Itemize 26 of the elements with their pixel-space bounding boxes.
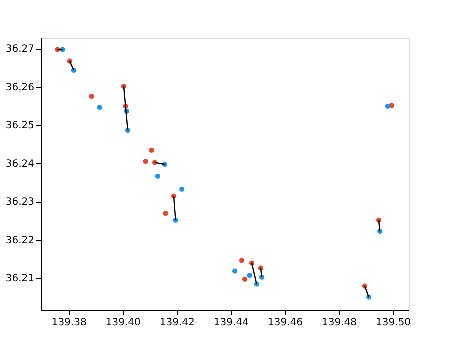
point — [89, 94, 94, 100]
point — [143, 159, 148, 164]
point — [385, 104, 390, 110]
x-tick-label: 139.50 — [376, 318, 412, 328]
y-tick-label: 36.21 — [6, 274, 34, 285]
y-tick-label: 36.22 — [6, 235, 34, 246]
point — [149, 148, 154, 154]
x-tick-label: 139.46 — [268, 318, 303, 328]
point — [242, 276, 248, 282]
point — [97, 105, 102, 110]
x-tick-label: 139.38 — [52, 318, 87, 328]
y-tick-label: 36.24 — [6, 158, 34, 170]
y-tick-label: 36.23 — [6, 197, 34, 208]
point — [155, 174, 161, 180]
point — [179, 186, 185, 192]
point — [232, 268, 238, 274]
point — [247, 273, 252, 278]
y-tick-label: 36.27 — [6, 44, 34, 56]
y-tick-label: 36.26 — [6, 82, 34, 94]
point — [163, 211, 168, 216]
x-tick-label: 139.40 — [106, 318, 141, 328]
point — [239, 258, 245, 264]
y-tick-label: 36.25 — [6, 120, 34, 132]
x-tick-label: 139.48 — [322, 318, 358, 328]
x-tick-label: 139.44 — [214, 318, 249, 328]
x-tick-label: 139.42 — [160, 318, 195, 328]
